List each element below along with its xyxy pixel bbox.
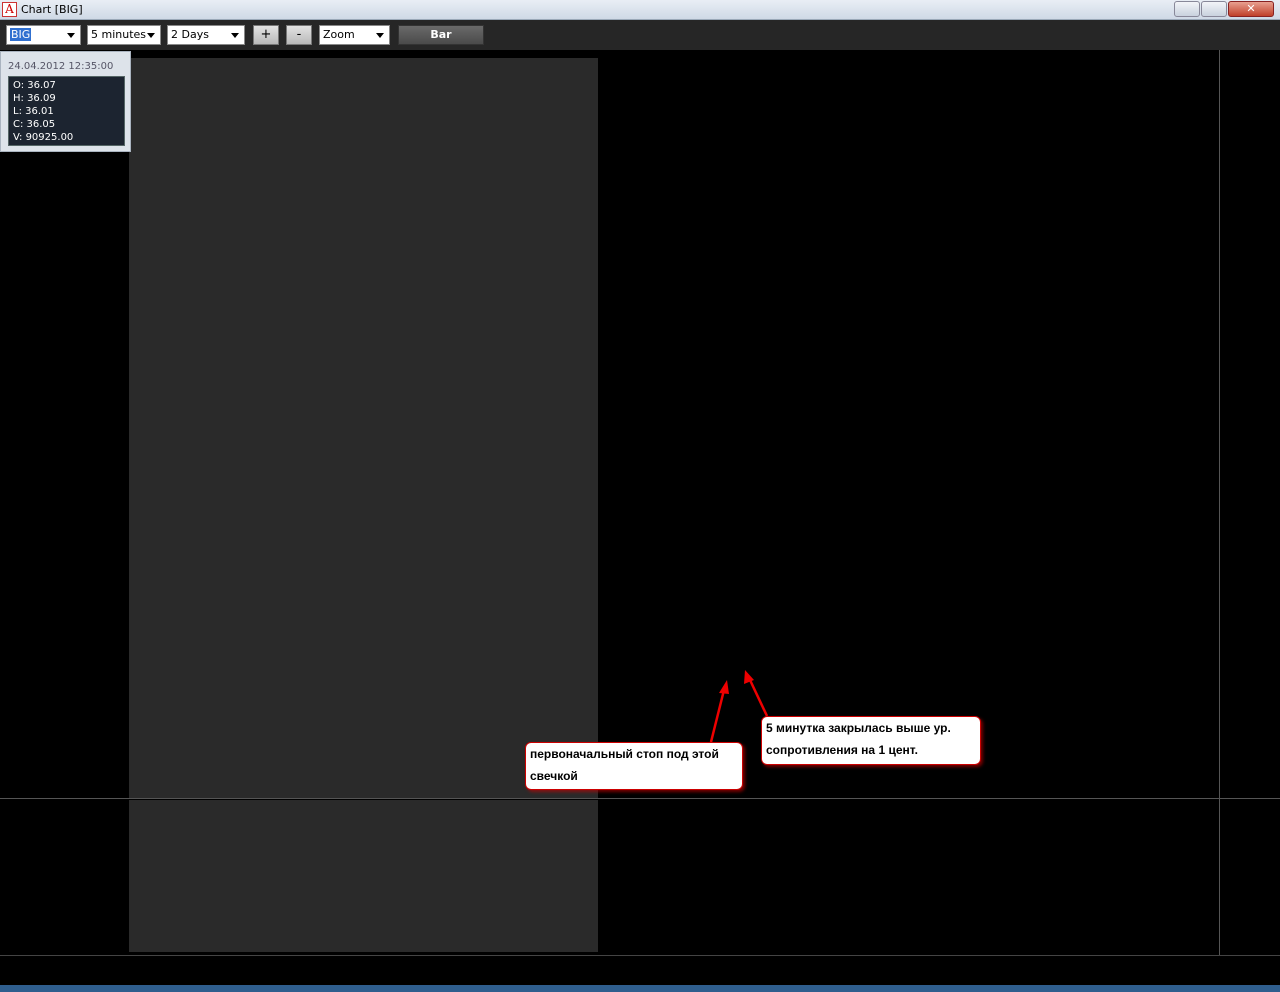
info-box: 24.04.2012 12:35:00 O: 36.07 H: 36.09 L: 3… [0,51,131,152]
interval-text: 5 minutes [91,28,147,41]
toolbar: BIG 5 minutes 2 Days + - Zoom Bar [0,20,1280,50]
symbol-dropdown[interactable]: BIG [6,25,81,45]
info-line: V: 90925.00 [13,132,74,143]
info-line: H: 36.09 [13,93,56,104]
arrowhead [719,680,729,694]
info-line: L: 36.01 [13,106,54,117]
session-shade [129,58,598,798]
annotation-arrows [709,670,769,743]
arrow [709,689,726,743]
range-text: 2 Days [171,28,209,41]
range-dropdown[interactable]: 2 Days [167,25,245,45]
zoom-out-button[interactable]: - [286,25,312,45]
arrowhead [744,670,754,684]
title-bar: A Chart [BIG] ✕ [0,0,1280,20]
window-title: Chart [BIG] [21,3,83,16]
taskbar [0,985,1280,992]
maximize-button[interactable] [1201,1,1227,17]
session-shade-volume [129,800,598,952]
close-button[interactable]: ✕ [1228,1,1274,17]
info-line: C: 36.05 [13,119,56,130]
info-values: O: 36.07 H: 36.09 L: 36.01 C: 36.05 V: 90925… [8,76,125,146]
info-line: O: 36.07 [13,80,56,91]
app-icon: A [2,2,17,17]
info-datetime: 24.04.2012 12:35:00 [8,61,114,72]
zoom-dropdown[interactable]: Zoom [319,25,390,45]
zoom-text: Zoom [323,28,355,41]
zoom-in-button[interactable]: + [253,25,279,45]
arrow [748,679,769,717]
minimize-button[interactable] [1174,1,1200,17]
symbol-text: BIG [10,28,32,41]
chart-style-button[interactable]: Bar [398,25,484,45]
annotation: первоначальный стоп под этой свечкой [525,742,743,790]
annotation: 5 минутка закрылась выше ур. сопротивлен… [761,716,981,765]
interval-dropdown[interactable]: 5 minutes [87,25,161,45]
